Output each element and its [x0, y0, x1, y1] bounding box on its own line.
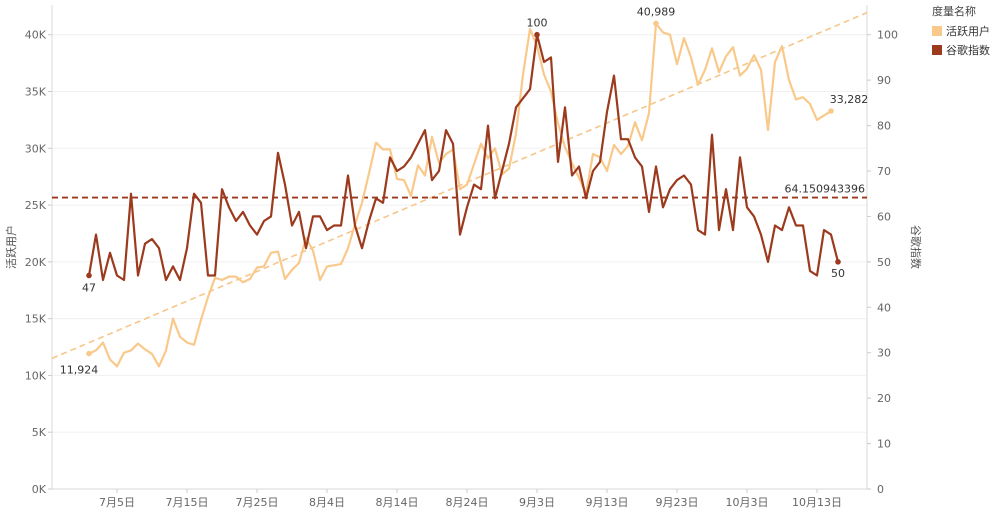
point-marker — [86, 272, 92, 279]
point-marker — [828, 108, 834, 114]
point-marker — [534, 31, 540, 38]
legend-label-google-index: 谷歌指数 — [946, 44, 990, 57]
left-axis-title: 活跃用户 — [4, 225, 18, 269]
left-tick-label: 5K — [32, 426, 47, 439]
point-labels: 11,924 40,989 33,282 47 100 50 — [60, 5, 869, 376]
left-tick-label: 0K — [32, 483, 47, 496]
series-line-active-users[interactable] — [88, 22, 832, 368]
legend-item-active-users[interactable]: 活跃用户 — [932, 23, 990, 39]
axes: 0K 5K 10K 15K 20K 25K 30K 35K 40K 0 10 20 30 40 50 60 70… — [4, 5, 923, 509]
point-marker — [835, 259, 841, 265]
point-label: 33,282 — [830, 93, 869, 106]
right-tick-label: 70 — [877, 165, 891, 178]
legend-title: 度量名称 — [932, 5, 976, 18]
point-label: 50 — [831, 267, 845, 280]
series-lines — [87, 22, 840, 368]
x-tick-label: 9月13日 — [586, 496, 629, 509]
x-tick-label: 10月3日 — [726, 496, 769, 509]
x-tick-label: 7月25日 — [236, 496, 279, 509]
left-tick-label: 30K — [25, 142, 47, 155]
left-tick-label: 40K — [25, 29, 47, 42]
legend-label-active-users: 活跃用户 — [946, 25, 990, 38]
left-tick-label: 25K — [25, 199, 47, 212]
legend-swatch-google-index — [932, 45, 942, 55]
point-label: 100 — [527, 17, 548, 30]
legend: 度量名称 活跃用户 谷歌指数 — [932, 3, 990, 61]
point-label: 40,989 — [637, 5, 676, 18]
point-label: 11,924 — [60, 364, 99, 377]
right-tick-label: 20 — [877, 392, 891, 405]
left-tick-label: 35K — [25, 86, 47, 99]
point-marker — [653, 20, 659, 27]
right-tick-label: 40 — [877, 301, 891, 314]
point-marker — [86, 350, 92, 357]
right-tick-label: 10 — [877, 438, 891, 451]
right-tick-label: 90 — [877, 74, 891, 87]
x-tick-label: 9月3日 — [519, 496, 555, 509]
right-tick-label: 80 — [877, 120, 891, 133]
right-axis-title: 谷歌指数 — [909, 225, 923, 269]
x-tick-label: 10月13日 — [792, 496, 842, 509]
x-tick-label: 9月23日 — [656, 496, 699, 509]
x-tick-label: 7月5日 — [99, 496, 135, 509]
grid-lines — [52, 34, 867, 433]
reference-line-label: 64.150943396 — [785, 183, 865, 196]
x-tick-label: 7月15日 — [166, 496, 209, 509]
x-tick-label: 8月24日 — [446, 496, 489, 509]
left-tick-label: 20K — [25, 256, 47, 269]
point-label: 47 — [82, 281, 96, 294]
right-tick-label: 60 — [877, 210, 891, 223]
right-tick-label: 30 — [877, 347, 891, 360]
legend-swatch-active-users — [932, 26, 942, 36]
legend-item-google-index[interactable]: 谷歌指数 — [932, 42, 990, 58]
right-tick-label: 50 — [877, 256, 891, 269]
left-tick-label: 10K — [25, 369, 47, 382]
series-line-google-index[interactable] — [87, 33, 840, 282]
x-tick-label: 8月14日 — [376, 496, 419, 509]
right-tick-label: 0 — [877, 483, 884, 496]
right-tick-label: 100 — [877, 29, 898, 42]
left-tick-label: 15K — [25, 313, 47, 326]
x-tick-label: 8月4日 — [309, 496, 345, 509]
